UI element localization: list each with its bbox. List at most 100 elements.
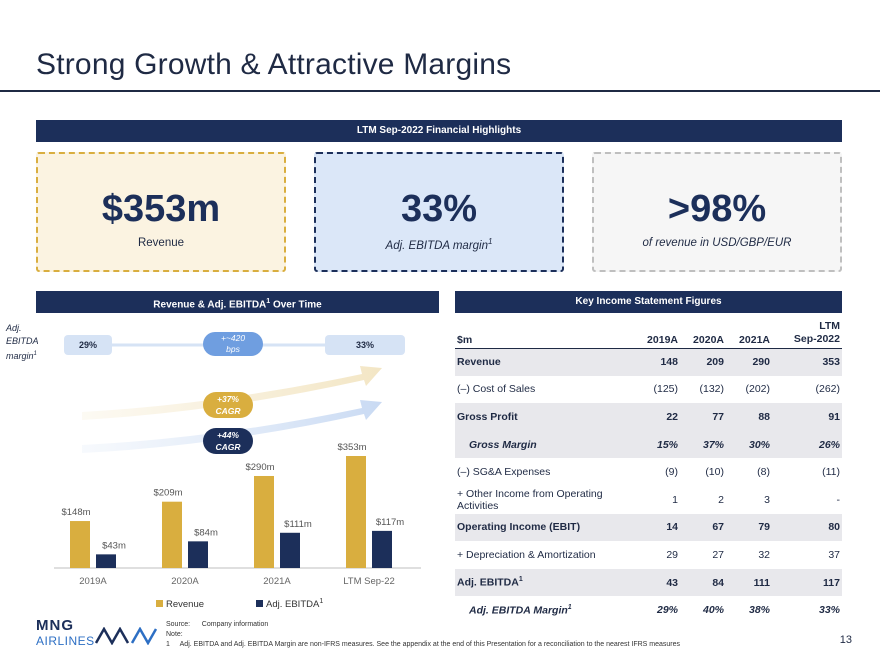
row-value: 1: [672, 493, 678, 506]
category-label: 2020A: [171, 576, 199, 587]
footnote: 1 Adj. EBITDA and Adj. EBITDA Margin are…: [166, 641, 681, 648]
row-value: 33%: [818, 604, 840, 617]
table-row: (–) SG&A Expenses (9) (10) (8) (11): [455, 458, 842, 486]
legend-swatch: [156, 600, 163, 607]
bar-ebitda: [188, 541, 208, 568]
col-header-unit: $m: [455, 318, 634, 349]
kpi-currency-value: >98%: [667, 188, 767, 230]
table-row: + Depreciation & Amortization 29 27 32 37: [455, 541, 842, 569]
col-header-2019: 2019A: [634, 318, 680, 349]
table-row: Revenue 148 209 290 353: [455, 348, 842, 376]
row-value: 148: [634, 348, 680, 376]
table-header-row: $m 2019A 2020A 2021A LTM Sep-2022: [455, 318, 842, 349]
row-value: 38%: [748, 604, 770, 617]
kpi-margin-label: Adj. EBITDA margin1: [385, 237, 493, 252]
bar-data-label: $290m: [245, 462, 274, 473]
row-label: + Depreciation & Amortization: [457, 548, 596, 561]
row-value: 209: [680, 348, 726, 376]
row-value: 29: [666, 548, 678, 561]
row-value: 80: [772, 513, 842, 542]
table-row: + Other Income from Operating Activities…: [455, 486, 842, 514]
row-value: (10): [705, 466, 724, 479]
kpi-margin-value: 33%: [400, 188, 478, 230]
row-value: 43: [634, 568, 680, 597]
row-value: 353: [772, 348, 842, 376]
row-value: 91: [772, 403, 842, 431]
margin-end-pill: 33%: [325, 335, 405, 355]
table-header: Key Income Statement Figures: [455, 291, 842, 313]
row-value: 67: [680, 513, 726, 542]
row-label: (–) SG&A Expenses: [457, 466, 551, 479]
col-header-ltm: LTM Sep-2022: [772, 318, 842, 349]
row-value: 27: [712, 548, 724, 561]
kpi-margin-card: 33% Adj. EBITDA margin1: [314, 152, 564, 272]
row-value: 29%: [656, 604, 678, 617]
row-value: 26%: [772, 430, 842, 459]
kpi-currency-label: of revenue in USD/GBP/EUR: [642, 237, 792, 249]
bar-revenue: [254, 475, 274, 568]
page-number: 13: [839, 634, 852, 646]
company-logo: MNG AIRLINES: [36, 617, 95, 649]
bar-ebitda: [96, 554, 116, 568]
row-value: 14: [634, 513, 680, 542]
row-value: (9): [665, 466, 678, 479]
ebitda-cagr-badge: +44% CAGR: [203, 428, 253, 454]
row-value: 79: [726, 513, 772, 542]
logo-mark-icon: [94, 627, 158, 645]
row-value: 37%: [680, 430, 726, 459]
margin-change-badge: +~420 bps: [203, 332, 263, 356]
revenue-cagr-arrow: [82, 366, 382, 420]
bar-data-label: $117m: [376, 517, 404, 528]
ebitda-cagr-arrow: [82, 400, 382, 453]
legend-swatch: [256, 600, 263, 607]
margin-label: Adj. EBITDA margin1: [6, 323, 39, 361]
highlights-header: LTM Sep-2022 Financial Highlights: [36, 120, 842, 142]
row-value: -: [836, 493, 841, 506]
row-value: 88: [726, 403, 772, 431]
row-label: Revenue: [455, 348, 634, 376]
bar-ebitda: [280, 532, 300, 568]
row-label: Adj. EBITDA1: [455, 568, 634, 597]
row-label: Adj. EBITDA Margin1: [469, 603, 572, 617]
bar-data-label: $209m: [153, 488, 182, 499]
chart-header: Revenue & Adj. EBITDA1 Over Time: [36, 291, 439, 313]
source-line: Source: Company information: [166, 621, 269, 628]
category-label: 2019A: [79, 576, 107, 587]
legend-label: Adj. EBITDA1: [266, 598, 323, 610]
row-label: Gross Profit: [455, 403, 634, 431]
income-statement-table: $m 2019A 2020A 2021A LTM Sep-2022 Revenue…: [455, 318, 842, 624]
col-header-2020: 2020A: [680, 318, 726, 349]
table-row: (–) Cost of Sales (125) (132) (202) (262): [455, 376, 842, 404]
bar-revenue: [70, 521, 90, 568]
table-row: Gross Profit 22 77 88 91: [455, 403, 842, 431]
bar-revenue: [346, 456, 366, 568]
row-value: 15%: [634, 430, 680, 459]
row-label: Operating Income (EBIT): [455, 513, 634, 542]
kpi-revenue-value: $353m: [101, 188, 221, 230]
bar-ebitda: [372, 530, 392, 568]
row-value: (132): [699, 383, 724, 396]
row-value: 117: [772, 568, 842, 597]
row-value: 30%: [726, 430, 772, 459]
bar-chart: $148m $43m 2019A $209m $84m 2020A $290m $111m 20…: [54, 442, 421, 610]
row-value: 40%: [702, 604, 724, 617]
page-title: Strong Growth & Attractive Margins: [36, 48, 512, 81]
bar-data-label: $111m: [284, 519, 312, 530]
bar-revenue: [162, 501, 182, 568]
category-label: LTM Sep-22: [343, 576, 395, 587]
bar-data-label: $43m: [102, 540, 126, 551]
revenue-cagr-badge: +37% CAGR: [203, 392, 253, 418]
legend-label: Revenue: [166, 599, 204, 610]
col-header-2021: 2021A: [726, 318, 772, 349]
margin-start-pill: 29%: [64, 335, 112, 355]
bar-data-label: $353m: [337, 442, 366, 453]
table-row: Adj. EBITDA Margin1 29% 40% 38% 33%: [455, 596, 842, 624]
row-value: (11): [822, 466, 840, 479]
note-label: Note:: [166, 631, 183, 638]
table-row: Operating Income (EBIT) 14 67 79 80: [455, 513, 842, 542]
category-label: 2021A: [263, 576, 291, 587]
kpi-currency-card: >98% of revenue in USD/GBP/EUR: [592, 152, 842, 272]
row-value: (202): [745, 383, 770, 396]
row-label: + Other Income from Operating Activities: [457, 487, 603, 512]
table-row: Gross Margin 15% 37% 30% 26%: [455, 430, 842, 459]
